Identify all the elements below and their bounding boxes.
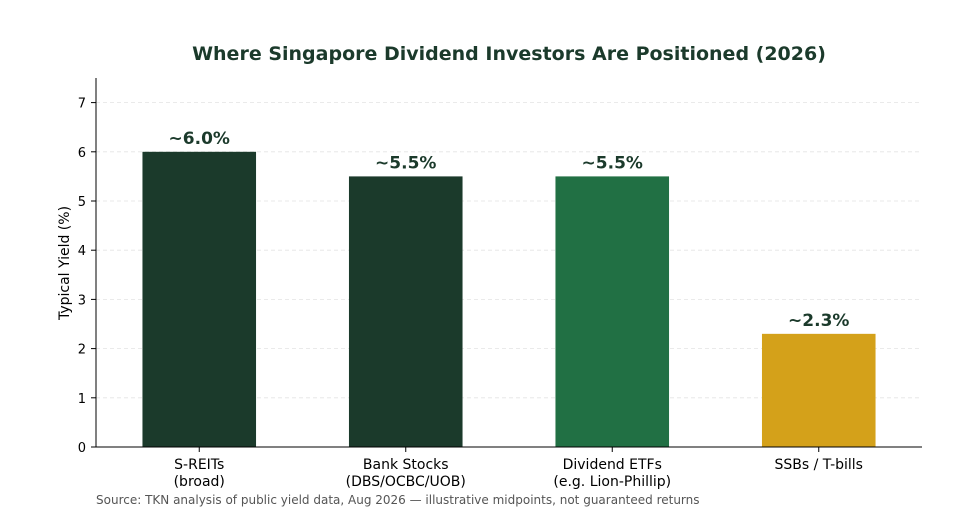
x-tick-label-line: Bank Stocks [363,457,449,473]
source-note: Source: TKN analysis of public yield dat… [96,493,700,507]
x-tick-label-line: Dividend ETFs [563,457,662,473]
y-tick-label: 7 [78,97,86,112]
x-axis-ticks: S-REITs (broad) Bank Stocks (DBS/OCBC/UOB) D… [174,447,863,490]
y-tick-label: 6 [78,146,86,161]
y-tick-label: 1 [78,392,86,407]
x-tick-label-line: (broad) [174,474,225,490]
chart-title: Where Singapore Dividend Investors Are P… [192,43,826,65]
bar [142,151,257,448]
y-axis-label: Typical Yield (%) [57,206,73,321]
y-tick-label: 3 [78,293,86,308]
y-tick-label: 0 [78,441,86,456]
bars [142,151,876,448]
data-label: ~6.0% [169,129,230,149]
bar [555,176,670,447]
bar [348,176,463,447]
x-tick-label-line: (DBS/OCBC/UOB) [346,474,466,490]
data-label: ~5.5% [582,153,643,173]
data-labels: ~6.0% ~5.5% ~5.5% ~2.3% [169,129,850,331]
data-label: ~5.5% [375,153,436,173]
x-tick-label: Bank Stocks (DBS/OCBC/UOB) [346,457,466,490]
x-tick-label-line: (e.g. Lion-Phillip) [553,474,671,490]
x-tick-label: Dividend ETFs (e.g. Lion-Phillip) [553,457,671,490]
y-axis-ticks: 0 1 2 3 4 5 6 7 [78,97,96,456]
x-tick-label: SSBs / T-bills [775,457,863,473]
bar [761,333,876,447]
data-label: ~2.3% [788,311,849,331]
x-tick-label-line: S-REITs [174,457,224,473]
x-tick-label: S-REITs (broad) [174,457,225,490]
x-tick-label-line: SSBs / T-bills [775,457,863,473]
y-tick-label: 4 [78,244,86,259]
y-tick-label: 5 [78,195,86,210]
y-tick-label: 2 [78,343,86,358]
